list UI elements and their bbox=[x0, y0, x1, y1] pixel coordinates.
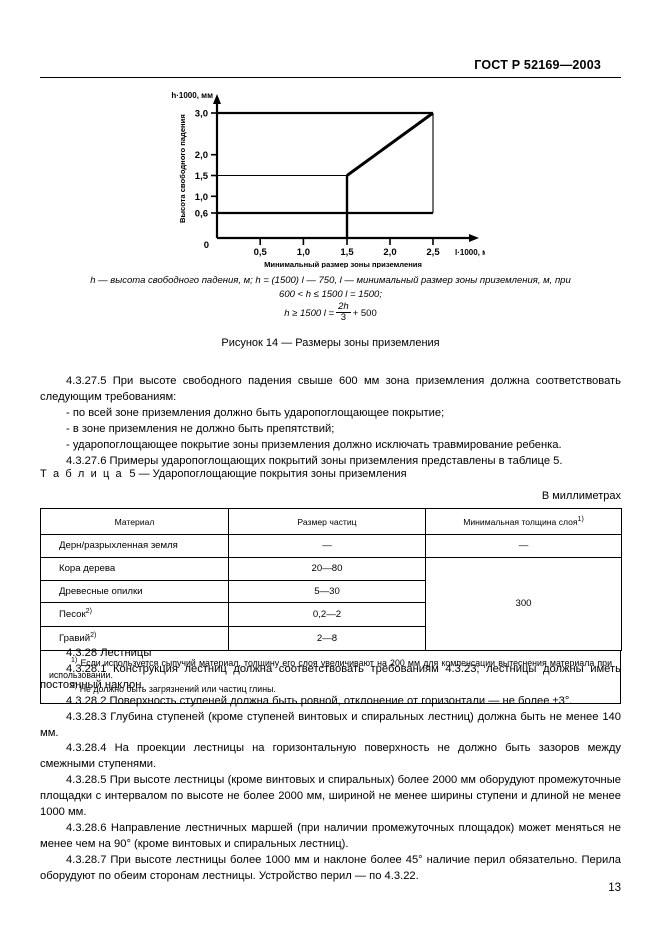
column-header-min-thickness: Минимальная толщина слоя1) bbox=[425, 508, 622, 536]
x-axis-title: Минимальный размер зоны приземления bbox=[264, 260, 422, 268]
cell-material: Древесные опилки bbox=[40, 579, 229, 604]
x-ticklabel-1-5: 1,5 bbox=[340, 247, 354, 258]
cell-material-label: Гравий bbox=[59, 633, 91, 645]
figure-caption: Рисунок 14 — Размеры зоны приземления bbox=[221, 337, 440, 350]
cell-material: Дерн/разрыхленная земля bbox=[40, 534, 229, 558]
cell-material: Гравий2) bbox=[40, 625, 229, 651]
series-diagonal bbox=[346, 111, 434, 177]
heading-4-3-28: 4.3.28 Лестницы bbox=[66, 647, 152, 659]
x-ticklabel-2-0: 2,0 bbox=[383, 247, 396, 258]
y-ticklabel-2-0: 2,0 bbox=[195, 150, 208, 161]
cell-size: 5—30 bbox=[228, 579, 426, 604]
origin-label: 0 bbox=[204, 240, 209, 251]
y-axis-arrow bbox=[213, 94, 221, 104]
bullet-no-obstacles: - в зоне приземления не должно быть преп… bbox=[66, 422, 335, 435]
footnote-1-text: Если используется сыпучий материал, толщ… bbox=[49, 657, 612, 681]
x-ticklabel-1-0: 1,0 bbox=[297, 247, 310, 258]
table-5: Материал Размер частиц Минимальная толщи… bbox=[40, 508, 622, 651]
y-axis-title: Высота свободного падения bbox=[178, 114, 187, 223]
paragraph-4-3-27-6: 4.3.27.6 Примеры ударопоглощающих покрыт… bbox=[66, 454, 563, 467]
paragraph-4-3-28-5: 4.3.28.5 При высоте лестницы (кроме винт… bbox=[40, 774, 621, 819]
section-4-3-28: 4.3.28 Лестницы 4.3.28.1 Конструкция лес… bbox=[40, 646, 621, 885]
table-5-title: Т а б л и ц а 5 — Ударопоглощающие покры… bbox=[40, 467, 621, 483]
figure-note-line-1: h — высота свободного падения, м; h = (1… bbox=[90, 275, 571, 286]
figure-14: 3,0 2,0 1,5 1,0 0,6 0 0,5 1,0 1,5 2,0 2,… bbox=[40, 88, 621, 349]
cell-size: 0,2—2 bbox=[228, 602, 426, 627]
cell-material-label: Песок bbox=[59, 609, 86, 621]
x-ticklabel-0-5: 0,5 bbox=[254, 247, 268, 258]
fraction-denominator: 3 bbox=[340, 311, 347, 323]
column-header-footnote-marker: 1) bbox=[577, 516, 584, 524]
cell-thickness-merged: 300 bbox=[425, 556, 622, 651]
column-header-material-label: Материал bbox=[114, 516, 155, 527]
fraction-numerator: 2h bbox=[336, 300, 351, 313]
cell-size: 2—8 bbox=[228, 625, 426, 651]
table-row: Песок2) 0,2—2 bbox=[40, 602, 622, 627]
figure-note-line-3-suffix: + 500 bbox=[352, 307, 377, 319]
paragraph-4-3-28-2: 4.3.28.2 Поверхность ступеней должна быт… bbox=[66, 694, 573, 707]
column-header-material: Материал bbox=[40, 508, 229, 536]
footnote-1-marker: 1) bbox=[71, 656, 78, 664]
column-header-particle-size-label: Размер частиц bbox=[297, 516, 357, 527]
x-ticklabel-2-5: 2,5 bbox=[426, 247, 440, 258]
page-header: ГОСТ Р 52169—2003 bbox=[40, 58, 621, 80]
cell-thickness: — bbox=[425, 534, 622, 558]
figure-note-fraction: 2h 3 bbox=[336, 300, 351, 323]
landing-zone-chart: 3,0 2,0 1,5 1,0 0,6 0 0,5 1,0 1,5 2,0 2,… bbox=[165, 88, 485, 268]
table-5-footnotes: 1) Если используется сыпучий материал, т… bbox=[40, 650, 621, 704]
section-4-3-27: 4.3.27.5 При высоте свободного падения с… bbox=[40, 374, 621, 469]
cell-material: Кора дерева bbox=[40, 556, 229, 581]
figure-note-line-3: h ≥ 1500 l = 2h 3 + 500 bbox=[40, 300, 621, 324]
cell-material-footnote-marker: 2) bbox=[85, 608, 92, 616]
y-ticklabel-1-5: 1,5 bbox=[195, 171, 209, 182]
table-5-footnote-2: 2) Не должно быть загрязнений или частиц… bbox=[49, 682, 612, 696]
cell-size: 20—80 bbox=[228, 556, 426, 581]
table-row: Гравий2) 2—8 bbox=[40, 625, 622, 651]
table-5-block: Т а б л и ц а 5 — Ударопоглощающие покры… bbox=[40, 467, 622, 704]
cell-material: Песок2) bbox=[40, 602, 229, 627]
table-header-row: Материал Размер частиц Минимальная толщи… bbox=[40, 508, 622, 536]
y-ticklabel-3-0: 3,0 bbox=[195, 109, 208, 120]
table-5-title-label: Т а б л и ц а bbox=[40, 468, 124, 480]
cell-size: — bbox=[228, 534, 426, 558]
table-row: Кора дерева 20—80 300 bbox=[40, 556, 622, 651]
bullet-no-injury: - ударопоглощающее покрытие зоны приземл… bbox=[66, 438, 562, 451]
paragraph-4-3-28-4: 4.3.28.4 На проекции лестницы на горизон… bbox=[40, 742, 621, 771]
paragraph-4-3-27-5: 4.3.27.5 При высоте свободного падения с… bbox=[40, 375, 621, 403]
table-5-title-rest: 5 — Ударопоглощающие покрытия зоны призе… bbox=[129, 468, 407, 480]
chart-container: 3,0 2,0 1,5 1,0 0,6 0 0,5 1,0 1,5 2,0 2,… bbox=[40, 88, 621, 268]
figure-note: h — высота свободного падения, м; h = (1… bbox=[40, 274, 621, 323]
column-header-particle-size: Размер частиц bbox=[228, 508, 426, 536]
y-ticklabel-0-6: 0,6 bbox=[195, 209, 208, 220]
y-ticklabel-1-0: 1,0 bbox=[195, 192, 208, 203]
column-header-min-thickness-label: Минимальная толщина слоя bbox=[463, 517, 578, 528]
figure-note-line-2: 600 < h ≤ 1500 l = 1500; bbox=[279, 288, 382, 300]
bullet-coating: - по всей зоне приземления должно быть у… bbox=[66, 406, 445, 419]
paragraph-4-3-28-7: 4.3.28.7 При высоте лестницы более 1000 … bbox=[40, 853, 621, 882]
standard-title: ГОСТ Р 52169—2003 bbox=[474, 58, 601, 72]
x-axis-arrow bbox=[469, 234, 479, 242]
table-5-units: В миллиметрах bbox=[541, 489, 621, 502]
page-number: 13 bbox=[608, 882, 621, 894]
paragraph-4-3-28-3: 4.3.28.3 Глубина ступеней (кроме ступене… bbox=[40, 710, 621, 739]
footnote-2-text: Не должно быть загрязнений или частиц гл… bbox=[79, 684, 276, 695]
table-5-footnote-1: 1) Если используется сыпучий материал, т… bbox=[49, 656, 612, 682]
chart-svg: 3,0 2,0 1,5 1,0 0,6 0 0,5 1,0 1,5 2,0 2,… bbox=[171, 91, 485, 268]
figure-note-line-3-prefix: h ≥ 1500 l = bbox=[284, 307, 335, 319]
x-axis-unit-label: l·1000, мм bbox=[455, 248, 485, 257]
cell-material-footnote-marker: 2) bbox=[90, 631, 97, 639]
paragraph-4-3-28-6: 4.3.28.6 Направление лестничных маршей (… bbox=[40, 821, 621, 850]
header-divider bbox=[40, 77, 621, 78]
table-row: Дерн/разрыхленная земля — — bbox=[40, 534, 622, 558]
y-axis-unit-label: h·1000, мм bbox=[171, 91, 213, 100]
paragraph-4-3-28-1: 4.3.28.1 Конструкция лестниц должна соот… bbox=[40, 662, 621, 691]
footnote-2-marker: 2) bbox=[71, 683, 78, 691]
